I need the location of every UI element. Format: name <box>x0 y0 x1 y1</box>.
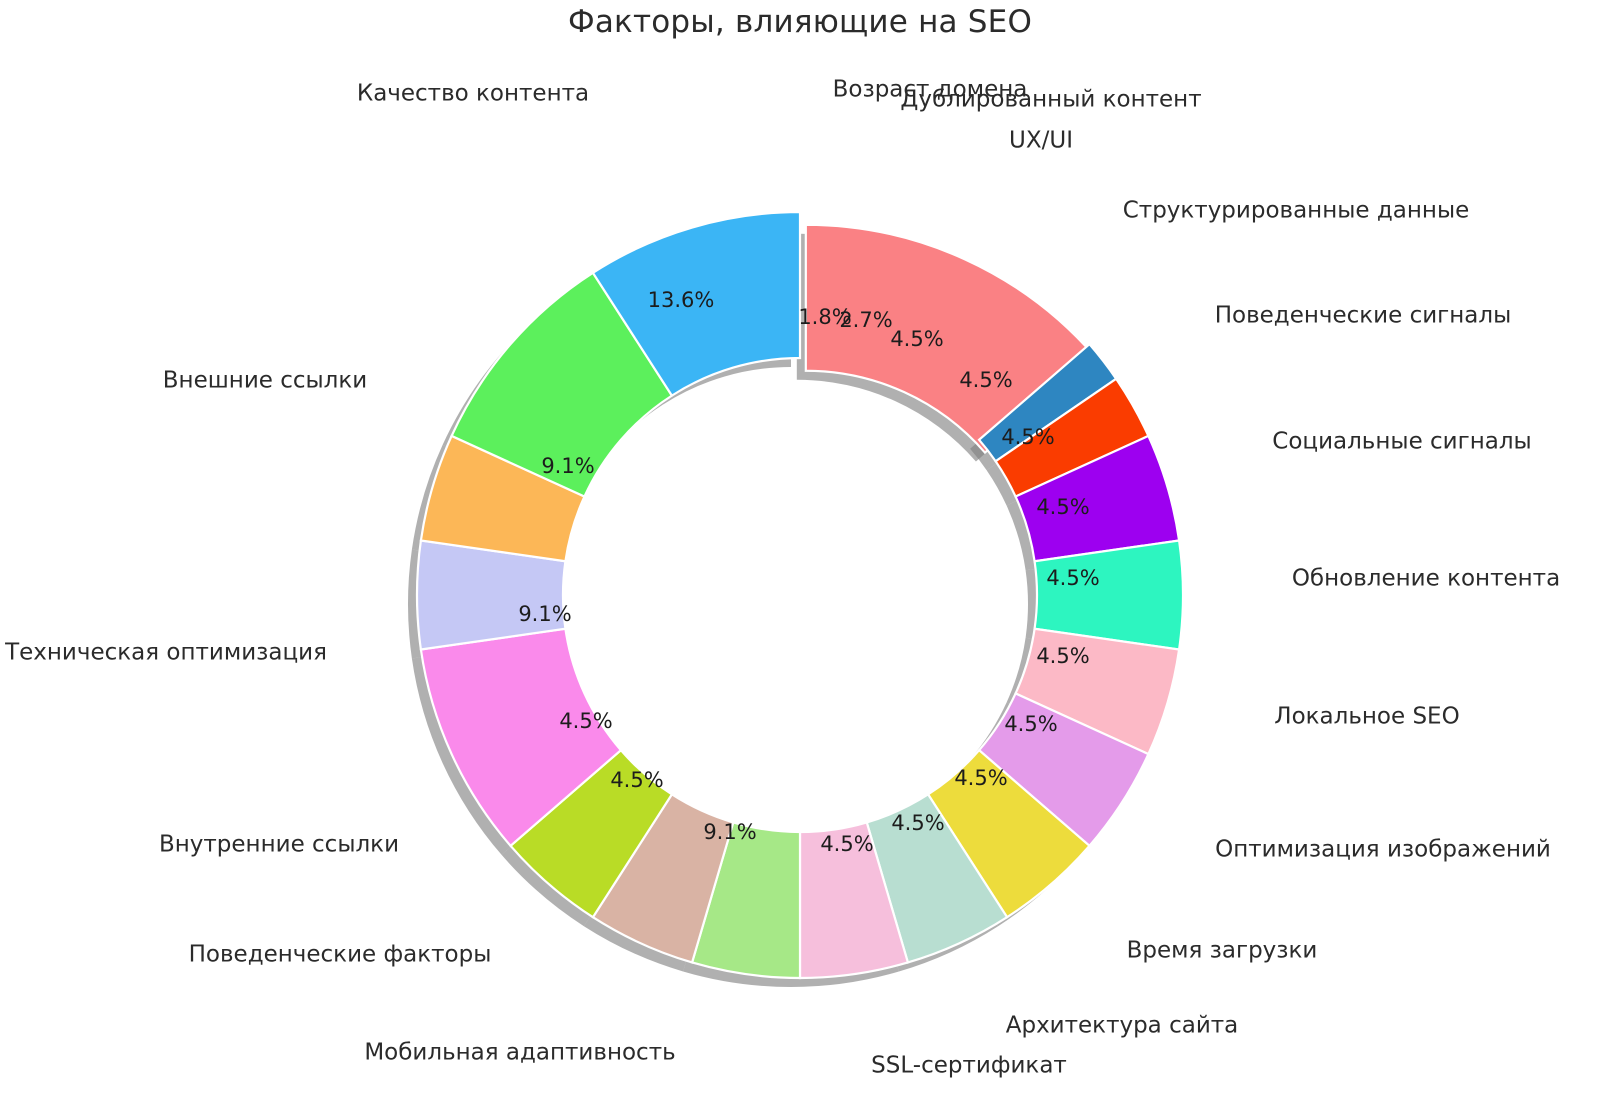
slice-category-label: SSL-сертификат <box>871 1053 1067 1079</box>
slice-percentage-label: 1.8% <box>798 305 851 329</box>
pie-slice[interactable]: Внешние ссылки — 9.1% <box>591 210 802 398</box>
slice-percentage-label: 2.7% <box>839 308 892 332</box>
slice-category-label: Время загрузки <box>1127 938 1318 964</box>
slice-percentage-label: 4.5% <box>891 811 944 835</box>
category-label-layer: Качество контента Возраст доменаДублирова… <box>4 77 1560 1079</box>
slice-category-label: Оптимизация изображений <box>1215 837 1551 863</box>
slice-category-label: Обновление контента <box>1292 566 1560 592</box>
slice-category-label: Дублированный контент <box>900 87 1201 113</box>
slice-percentage-label: 4.5% <box>1046 566 1099 590</box>
slice-percentage-label: 4.5% <box>1036 495 1089 519</box>
slice-category-label: Техническая оптимизация <box>4 640 327 666</box>
slice-category-label: Возраст домена <box>833 77 1028 103</box>
slice-category-label: UX/UI <box>1009 128 1073 154</box>
slice-percentage-label: 4.5% <box>1001 425 1054 449</box>
slice-percentage-label: 9.1% <box>518 602 571 626</box>
slice-category-label: Поведенческие факторы <box>189 942 492 968</box>
slice-percentage-label: 9.1% <box>541 454 594 478</box>
slice-percentage-label: 4.5% <box>610 768 663 792</box>
slice-percentage-label: 4.5% <box>1036 644 1089 668</box>
slice-category-label: Внешние ссылки <box>163 368 367 394</box>
slice-category-label: Качество контента <box>357 81 589 107</box>
slice-percentage-label: 4.5% <box>559 709 612 733</box>
slice-percentage-label: 4.5% <box>1004 712 1057 736</box>
slice-percentage-label: 4.5% <box>890 327 943 351</box>
slice-category-label: Поведенческие сигналы <box>1215 303 1512 329</box>
slice-percentage-label: 4.5% <box>820 832 873 856</box>
slice-percentage-label: 9.1% <box>703 820 756 844</box>
slice-category-label: Мобильная адаптивность <box>364 1040 675 1066</box>
slice-percentage-label: 13.6% <box>648 288 715 312</box>
slice-category-label: Социальные сигналы <box>1272 429 1531 455</box>
donut-slice-layer: Качество контента — 13.6%Возраст домена … <box>415 210 1185 980</box>
slice-category-label: Внутренние ссылки <box>159 832 399 858</box>
slice-category-label: Структурированные данные <box>1123 198 1470 224</box>
chart-title: Факторы, влияющие на SEO <box>567 4 1033 40</box>
slice-category-label: Архитектура сайта <box>1006 1013 1239 1039</box>
slice-category-label: Локальное SEO <box>1274 704 1459 730</box>
slice-percentage-label: 4.5% <box>954 766 1007 790</box>
slice-percentage-label: 4.5% <box>959 368 1012 392</box>
percentage-label-layer: 13.6%1.8%2.7%4.5%4.5%4.5%4.5%4.5%4.5%4.5… <box>518 288 1099 856</box>
